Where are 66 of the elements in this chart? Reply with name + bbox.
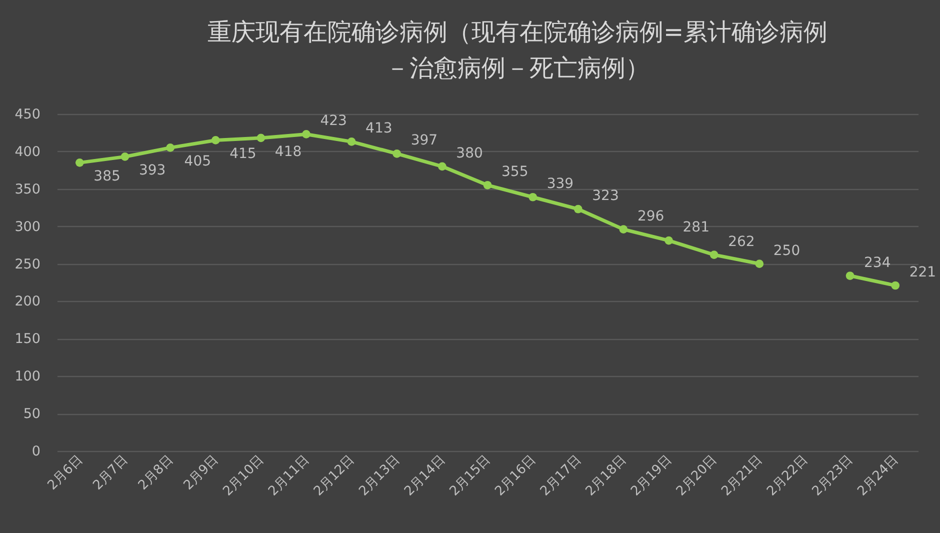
point bbox=[166, 144, 174, 152]
x-tick-label: 2月11日 bbox=[266, 452, 312, 500]
point bbox=[528, 192, 537, 202]
data-label: 413 bbox=[366, 120, 392, 137]
data-label: 405 bbox=[184, 154, 212, 170]
data-label: 355 bbox=[502, 164, 528, 180]
point bbox=[75, 158, 84, 167]
point bbox=[846, 272, 854, 280]
y-tick-label: 250 bbox=[14, 256, 40, 272]
point bbox=[574, 204, 582, 214]
point bbox=[483, 180, 492, 190]
data-label: 262 bbox=[728, 234, 755, 250]
x-tick-label: 2月16日 bbox=[492, 452, 539, 500]
data-label: 415 bbox=[230, 146, 256, 162]
x-tick-label: 2月17日 bbox=[538, 452, 584, 500]
x-tick-label: 2月19日 bbox=[628, 452, 675, 500]
data-label: 250 bbox=[773, 242, 800, 259]
data-label: 221 bbox=[909, 264, 936, 280]
x-tick-label: 2月6日 bbox=[45, 452, 86, 494]
x-tick-label: 2月15日 bbox=[447, 452, 494, 500]
x-tick-label: 2月20日 bbox=[674, 452, 720, 500]
point bbox=[347, 138, 356, 146]
x-tick-label: 2月7日 bbox=[90, 452, 132, 494]
y-tick-label: 0 bbox=[32, 444, 40, 460]
data-label: 323 bbox=[592, 188, 619, 204]
x-tick-label: 2月13日 bbox=[356, 452, 404, 500]
data-label: 393 bbox=[138, 162, 166, 179]
point bbox=[755, 260, 764, 268]
x-tick-label: 2月14日 bbox=[402, 452, 448, 500]
data-label: 234 bbox=[864, 254, 891, 271]
y-tick-label: 400 bbox=[14, 144, 40, 160]
y-tick-label: 450 bbox=[14, 106, 40, 122]
point bbox=[392, 150, 402, 158]
x-tick-label: 2月9日 bbox=[181, 452, 222, 494]
data-label: 418 bbox=[274, 144, 302, 160]
data-label: 380 bbox=[456, 145, 483, 162]
point bbox=[302, 130, 310, 138]
x-tick-label: 2月10日 bbox=[220, 452, 268, 500]
point bbox=[211, 136, 220, 144]
point bbox=[438, 162, 446, 171]
x-tick-label: 2月23日 bbox=[810, 452, 856, 500]
y-tick-label: 50 bbox=[23, 406, 40, 422]
y-tick-label: 100 bbox=[14, 368, 40, 385]
x-tick-label: 2月22日 bbox=[764, 452, 811, 500]
x-tick-label: 2月24日 bbox=[854, 452, 902, 500]
y-tick-label: 300 bbox=[14, 218, 40, 235]
data-label: 281 bbox=[682, 220, 710, 236]
point bbox=[710, 250, 718, 259]
y-tick-label: 350 bbox=[14, 181, 40, 198]
point bbox=[120, 152, 130, 161]
x-tick-label: 2月18日 bbox=[583, 452, 630, 500]
data-label: 385 bbox=[94, 168, 120, 185]
data-label: 423 bbox=[320, 113, 347, 130]
data-label: 296 bbox=[637, 208, 664, 224]
x-tick-label: 2月12日 bbox=[311, 452, 358, 500]
y-tick-label: 150 bbox=[14, 331, 40, 348]
point bbox=[619, 225, 628, 234]
data-label: 339 bbox=[546, 176, 574, 192]
chart-title: 重庆现有在院确诊病例（现有在院确诊病例=累计确诊病例－治愈病例－死亡病例） bbox=[207, 18, 828, 82]
y-tick-label: 200 bbox=[14, 294, 40, 310]
point bbox=[664, 236, 673, 245]
point bbox=[256, 134, 266, 142]
data-label: 397 bbox=[410, 132, 438, 149]
x-tick-label: 2月21日 bbox=[719, 452, 766, 500]
x-tick-label: 2月8日 bbox=[136, 452, 176, 494]
point bbox=[891, 281, 900, 290]
